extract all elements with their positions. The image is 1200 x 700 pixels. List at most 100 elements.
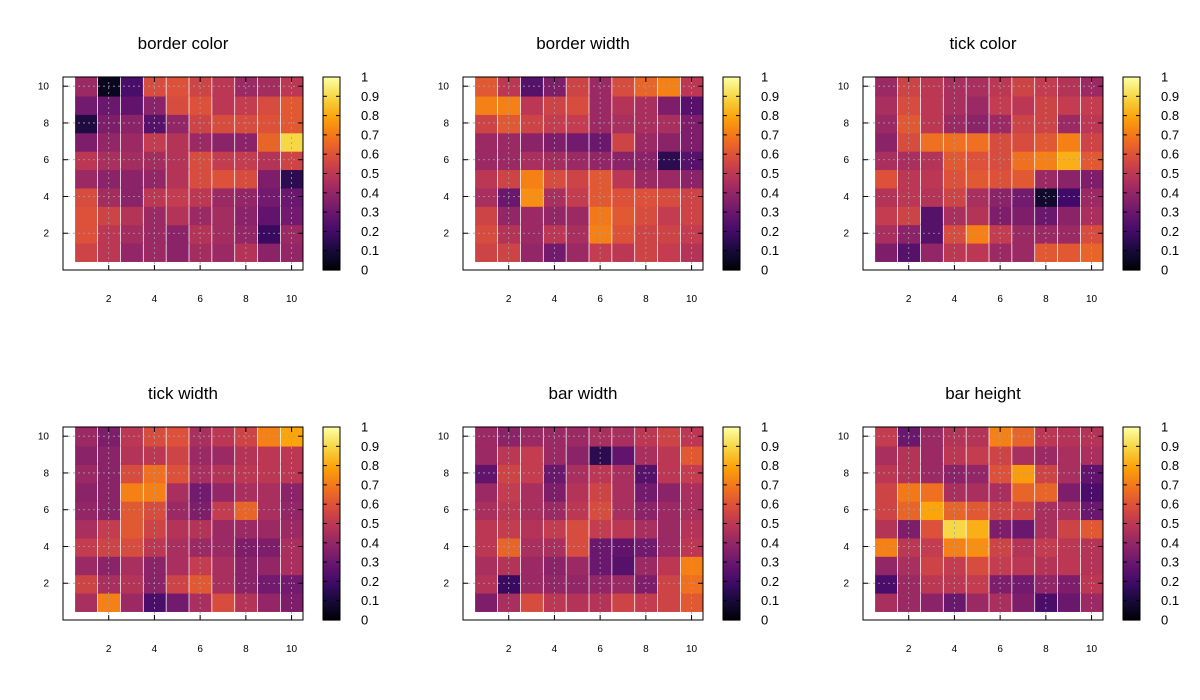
colorbar-tick-label: 1 [1161, 420, 1168, 435]
heatmap-cell [189, 241, 212, 262]
colorbar-band [323, 158, 340, 161]
colorbar-band [1123, 214, 1140, 217]
colorbar-band [723, 587, 740, 590]
colorbar-band [1123, 131, 1140, 134]
heatmap-cell [520, 555, 543, 576]
colorbar-band [1123, 190, 1140, 194]
colorbar-band [323, 223, 340, 227]
colorbar-band [323, 262, 340, 265]
heatmap-cell [920, 481, 943, 502]
colorbar-band [723, 519, 740, 523]
heatmap-cell [475, 463, 498, 484]
colorbar-band [723, 206, 740, 209]
heatmap-cell [1012, 131, 1035, 152]
colorbar-band [1123, 246, 1140, 250]
colorbar-tick-label: 0.2 [1161, 574, 1179, 589]
colorbar-band [1123, 194, 1140, 198]
heatmap-cell [657, 444, 681, 465]
heatmap-cell [1057, 205, 1081, 226]
colorbar-band [1123, 136, 1140, 140]
colorbar-band [323, 88, 340, 92]
heatmap-cell [920, 113, 943, 134]
heatmap-cell [97, 591, 121, 612]
colorbar-band [1123, 531, 1140, 534]
heatmap-cell [612, 241, 635, 262]
heatmap-cell [475, 518, 498, 539]
colorbar-tick-label: 0.8 [761, 458, 779, 473]
heatmap-cell [612, 131, 635, 152]
colorbar-tick-label: 0.9 [761, 89, 779, 104]
heatmap-cell [97, 205, 121, 226]
colorbar-band [723, 459, 740, 463]
colorbar-band [323, 252, 340, 256]
heatmap-cell [1035, 591, 1058, 612]
colorbar-band [1123, 90, 1140, 94]
heatmap-cell [657, 168, 681, 189]
heatmap-cell [280, 94, 303, 115]
heatmap-cell [566, 241, 589, 262]
colorbar-band [323, 140, 340, 144]
heatmap-cell [566, 168, 589, 189]
colorbar-band [1123, 92, 1140, 95]
colorbar-band [1123, 554, 1140, 557]
heatmap-cell [257, 131, 281, 152]
colorbar-band [723, 173, 740, 177]
heatmap-cell [566, 499, 589, 521]
colorbar-band [1123, 614, 1140, 617]
colorbar-band [323, 109, 340, 113]
colorbar-band [323, 494, 340, 498]
heatmap-cell [566, 76, 589, 97]
colorbar-band [323, 537, 340, 540]
heatmap-cell [920, 426, 943, 447]
colorbar-tick-label: 0.6 [1161, 147, 1179, 162]
heatmap-cell [189, 555, 212, 576]
colorbar-band [723, 208, 740, 211]
heatmap-cell [657, 555, 681, 576]
colorbar-tick-label: 0.3 [1161, 205, 1179, 220]
x-tick-label: 8 [643, 644, 649, 655]
heatmap-cell [280, 131, 303, 152]
colorbar-band [1123, 158, 1140, 161]
colorbar-band [323, 591, 340, 594]
heatmap-cell [475, 94, 498, 115]
heatmap-cell [1080, 186, 1103, 207]
heatmap-cell [1012, 444, 1035, 465]
colorbar-band [323, 94, 340, 97]
colorbar-tick-label: 0.9 [761, 439, 779, 454]
colorbar-band [723, 504, 740, 507]
colorbar-band [1123, 115, 1140, 119]
heatmap-cell [680, 591, 703, 612]
colorbar-band [1123, 100, 1140, 103]
colorbar-band [723, 113, 740, 117]
colorbar-band [1123, 171, 1140, 175]
colorbar-band [323, 264, 340, 267]
colorbar-band [1123, 454, 1140, 457]
colorbar-band [323, 129, 340, 132]
heatmap-cell [612, 555, 635, 576]
colorbar-band [723, 159, 740, 163]
colorbar-band [1123, 77, 1140, 80]
heatmap-panel-bar-height: bar height 2 4 6 8 10 2 4 6 8 10 0 0.1 0.2 0.3 0.4 0.5 0.… [838, 384, 1179, 655]
x-tick-label: 4 [952, 294, 958, 305]
heatmap-cell [589, 444, 612, 465]
colorbar-band [323, 152, 340, 155]
heatmap-cell [75, 444, 98, 465]
colorbar-band [323, 482, 340, 486]
x-tick-label: 2 [106, 644, 112, 655]
colorbar-tick-label: 0.4 [1161, 535, 1179, 550]
colorbar-band [323, 573, 340, 577]
colorbar-band [723, 177, 740, 180]
colorbar-band [1123, 242, 1140, 246]
heatmap-cell [635, 499, 658, 521]
x-tick-label: 10 [1086, 294, 1098, 305]
heatmap-cell [657, 241, 681, 262]
heatmap-cell [635, 555, 658, 576]
colorbar-band [723, 592, 740, 596]
heatmap-cell [257, 591, 281, 612]
colorbar-band [723, 185, 740, 188]
heatmap-cell [966, 168, 989, 189]
colorbar-band [323, 136, 340, 140]
colorbar-band [1123, 535, 1140, 538]
colorbar-band [1123, 152, 1140, 155]
colorbar-band [723, 537, 740, 540]
